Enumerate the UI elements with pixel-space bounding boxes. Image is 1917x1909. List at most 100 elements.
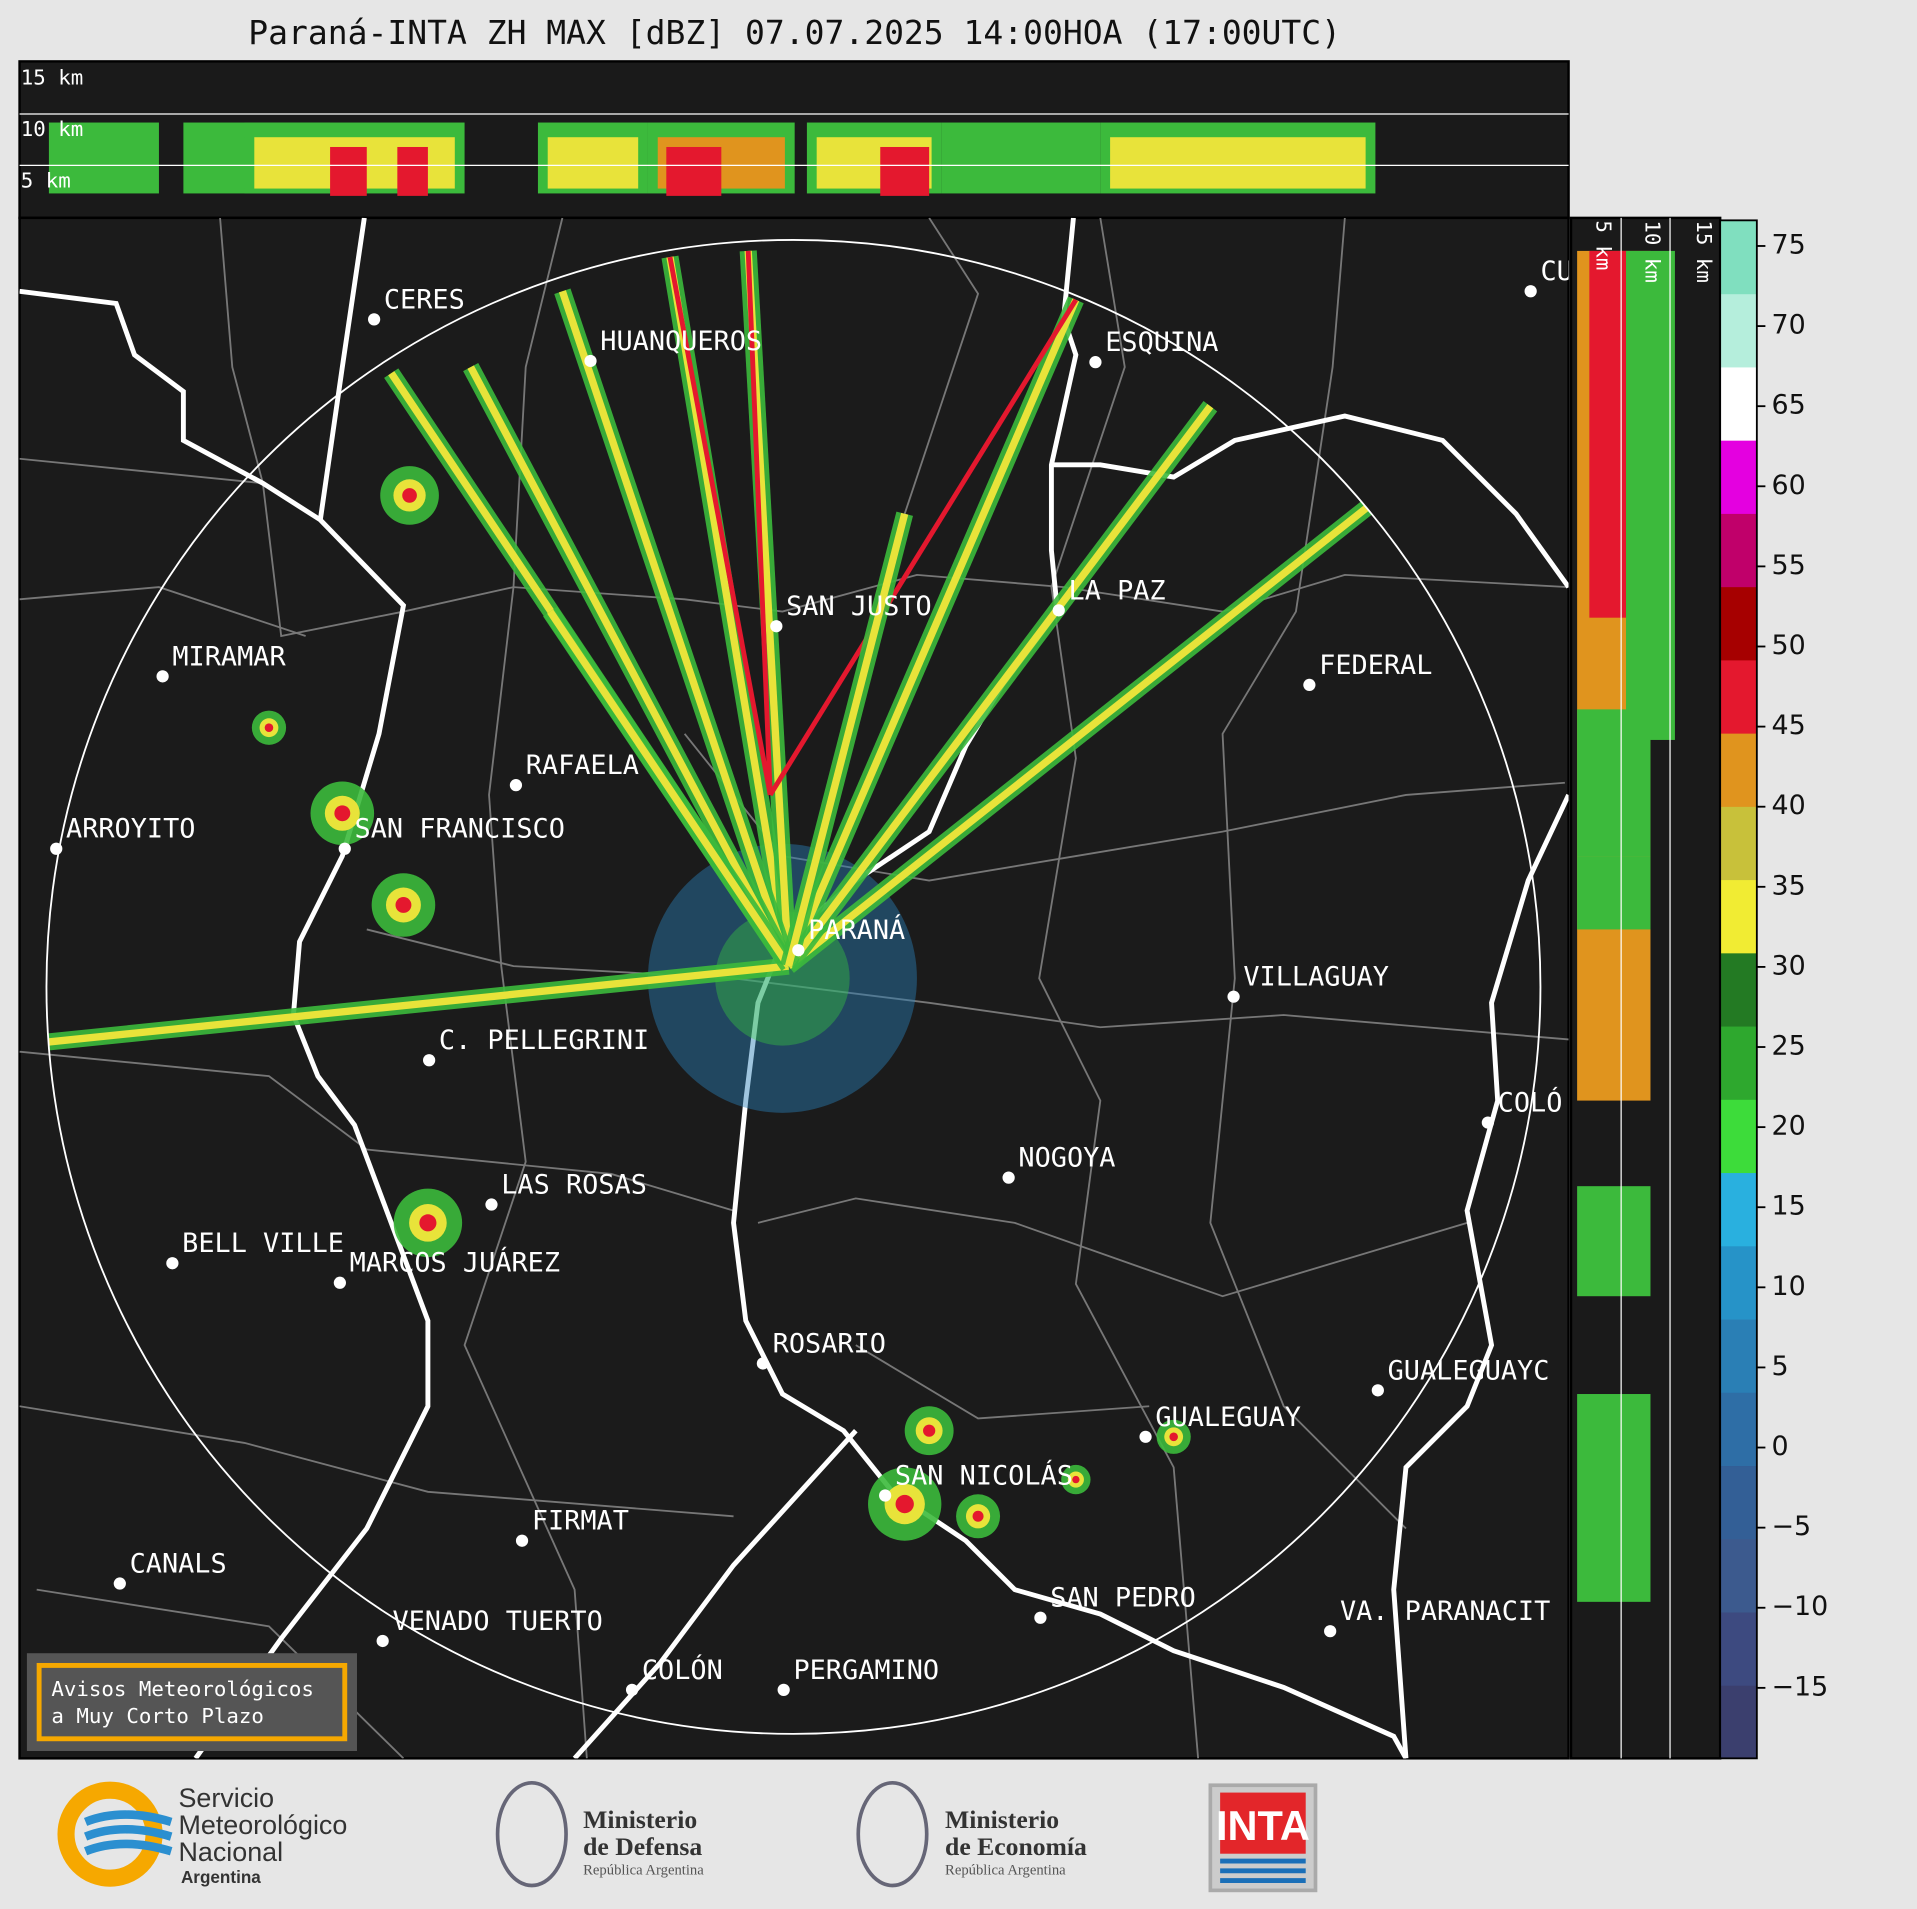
logo-text: Ministerio <box>945 1805 1059 1834</box>
city-dot <box>1034 1611 1047 1624</box>
city-label: GUALEGUAYC <box>1388 1355 1550 1386</box>
echo-cell <box>923 1424 936 1437</box>
echo-cell <box>1169 1432 1178 1442</box>
colorbar-segment <box>1720 440 1757 514</box>
echo-cell <box>402 488 417 503</box>
city-dot <box>756 1357 770 1370</box>
profile-core <box>666 146 722 196</box>
city-label: PERGAMINO <box>793 1655 939 1686</box>
city-dot <box>166 1257 179 1270</box>
city-label: GUALEGUAY <box>1155 1402 1301 1433</box>
colorbar-segment <box>1720 806 1757 881</box>
cities: CERES HUANQUEROS ESQUINA CU SAN JUSTO LA PAZ M… <box>50 256 1569 1696</box>
city-dot <box>1524 285 1537 298</box>
city-label: SAN JUSTO <box>786 591 932 622</box>
colorbar-tick-label: 25 <box>1772 1031 1806 1062</box>
city-label: C. PELLEGRINI <box>439 1025 649 1056</box>
echo-cell <box>264 723 274 732</box>
city-dot <box>792 944 805 957</box>
warning-text: Avisos Meteorológicos <box>51 1677 314 1701</box>
height-label: 15 km <box>1692 220 1716 283</box>
colorbar-segment <box>1720 1172 1757 1247</box>
logo-text: Servicio <box>178 1783 274 1813</box>
logo-text: Argentina <box>181 1868 261 1887</box>
colorbar-tick-label: 75 <box>1772 229 1806 260</box>
echo-beam <box>547 609 792 969</box>
height-label: 10 km <box>1641 220 1665 283</box>
logo-text: Ministerio <box>583 1805 697 1834</box>
city-label: VA. PARANACIT <box>1340 1596 1550 1627</box>
inta-logo-red <box>1220 1792 1306 1854</box>
coat-of-arms <box>856 1780 929 1888</box>
colorbar-segment <box>1720 1392 1757 1467</box>
colorbar-segment <box>1720 586 1757 661</box>
colorbar-segment <box>1720 1465 1757 1540</box>
profile-core <box>880 146 930 196</box>
colorbar-segment <box>1720 1318 1757 1393</box>
city-label: FEDERAL <box>1319 650 1432 681</box>
city-dot <box>367 313 381 326</box>
city-dot <box>625 1683 639 1696</box>
colorbar-tick-label: 30 <box>1772 950 1806 981</box>
city-dot <box>1303 678 1316 692</box>
colorbar-segment <box>1720 513 1757 588</box>
coat-of-arms <box>495 1780 568 1888</box>
profile-echo <box>1577 1186 1651 1297</box>
colorbar-segment <box>1720 1099 1757 1174</box>
profile-echo <box>951 137 1091 189</box>
logo-text: de Defensa <box>583 1832 702 1861</box>
city-dot <box>338 842 351 855</box>
colorbar-segment <box>1720 1025 1757 1100</box>
colorbar-segment <box>1720 220 1757 295</box>
warning-text: a Muy Corto Plazo <box>51 1704 264 1728</box>
city-dot <box>333 1276 346 1289</box>
city-dot <box>879 1489 892 1502</box>
echo-cell <box>395 897 412 913</box>
city-label: HUANQUEROS <box>600 326 762 357</box>
colorbar-tick-label: 35 <box>1772 870 1806 901</box>
map: CERES HUANQUEROS ESQUINA CU SAN JUSTO LA PAZ M… <box>19 217 1569 1759</box>
title: Paraná-INTA ZH MAX [dBZ] 07.07.2025 14:0… <box>248 13 1341 52</box>
profile-echo <box>1110 137 1366 189</box>
colorbar-segment <box>1720 293 1757 368</box>
logo-text: República Argentina <box>945 1862 1066 1878</box>
colorbar-tick-label: 50 <box>1772 630 1806 661</box>
logo-text: INTA <box>1216 1802 1310 1849</box>
city-label: ROSARIO <box>773 1328 886 1359</box>
city-dot <box>423 1054 436 1067</box>
city-label: RAFAELA <box>526 750 639 781</box>
radar-echoes <box>48 250 1373 1541</box>
city-label: MARCOS JUÁREZ <box>350 1247 560 1279</box>
colorbar-segment <box>1720 1538 1757 1613</box>
colorbar-segment <box>1720 879 1757 954</box>
city-label: ARROYITO <box>66 814 195 845</box>
height-label: 5 km <box>21 168 71 192</box>
echo-core <box>667 256 773 796</box>
colorbar-segment <box>1720 1611 1757 1686</box>
colorbar-tick-label: −5 <box>1772 1511 1812 1542</box>
colorbar-segment <box>1720 952 1757 1027</box>
echo-cell <box>419 1214 437 1232</box>
profile-core <box>330 146 367 196</box>
colorbar-tick-label: 15 <box>1772 1191 1806 1222</box>
city-dot <box>770 620 783 633</box>
height-label: 15 km <box>21 66 84 90</box>
echo-core <box>768 298 1078 797</box>
echo-beam <box>785 403 1214 969</box>
smn-logo-waves <box>83 1810 173 1856</box>
colorbar: −15 −10 −5 0 5 10 15 20 25 30 35 40 45 50 55 60 65 70 75 <box>1719 219 1828 1760</box>
logo-text: de Economía <box>945 1832 1087 1861</box>
city-label: SAN PEDRO <box>1050 1583 1196 1614</box>
colorbar-tick-label: 65 <box>1772 390 1806 421</box>
echo-beam <box>467 365 792 968</box>
colorbar-tick-label: 40 <box>1772 790 1806 821</box>
city-dot <box>156 670 169 683</box>
city-dot <box>777 1683 790 1696</box>
colorbar-tick-label: 45 <box>1772 710 1806 741</box>
colorbar-tick-label: 0 <box>1772 1431 1789 1462</box>
city-dot <box>1324 1625 1337 1638</box>
echo-beam <box>785 298 1080 968</box>
warning-frame <box>36 1662 348 1742</box>
